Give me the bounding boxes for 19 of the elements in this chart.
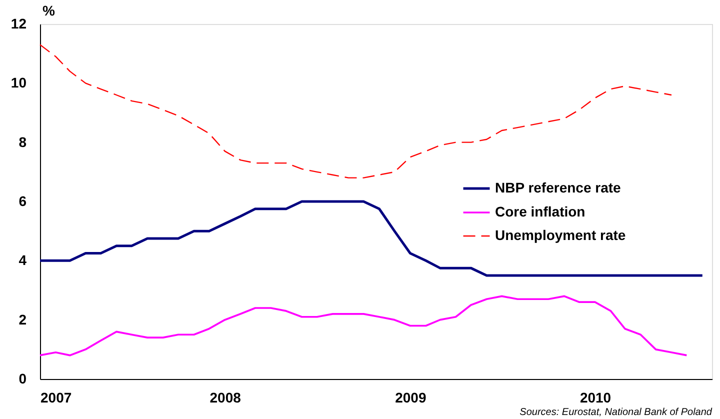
y-tick-label: 12 [10, 16, 27, 32]
line-series [38, 200, 704, 277]
y-tick-label: 10 [10, 74, 27, 91]
x-tick-label: 2007 [40, 390, 72, 406]
x-tick-label: 2008 [210, 390, 242, 406]
legend-label: Core inflation [495, 204, 586, 220]
y-tick-label: 0 [18, 370, 27, 386]
x-tick-label: 2010 [580, 390, 612, 406]
y-tick-label: 8 [18, 134, 27, 150]
y-tick-label: 2 [18, 311, 27, 328]
line-series [39, 44, 672, 178]
legend-label: NBP reference rate [495, 180, 622, 196]
y-tick-label: 6 [18, 193, 27, 209]
y-axis-title: % [42, 2, 56, 18]
source-note: Sources: Eurostat, National Bank of Poland [520, 407, 712, 418]
x-tick-label: 2009 [395, 390, 426, 406]
y-tick-label: 4 [18, 252, 27, 268]
legend-label: Unemployment rate [495, 227, 626, 243]
line-series [39, 295, 688, 356]
